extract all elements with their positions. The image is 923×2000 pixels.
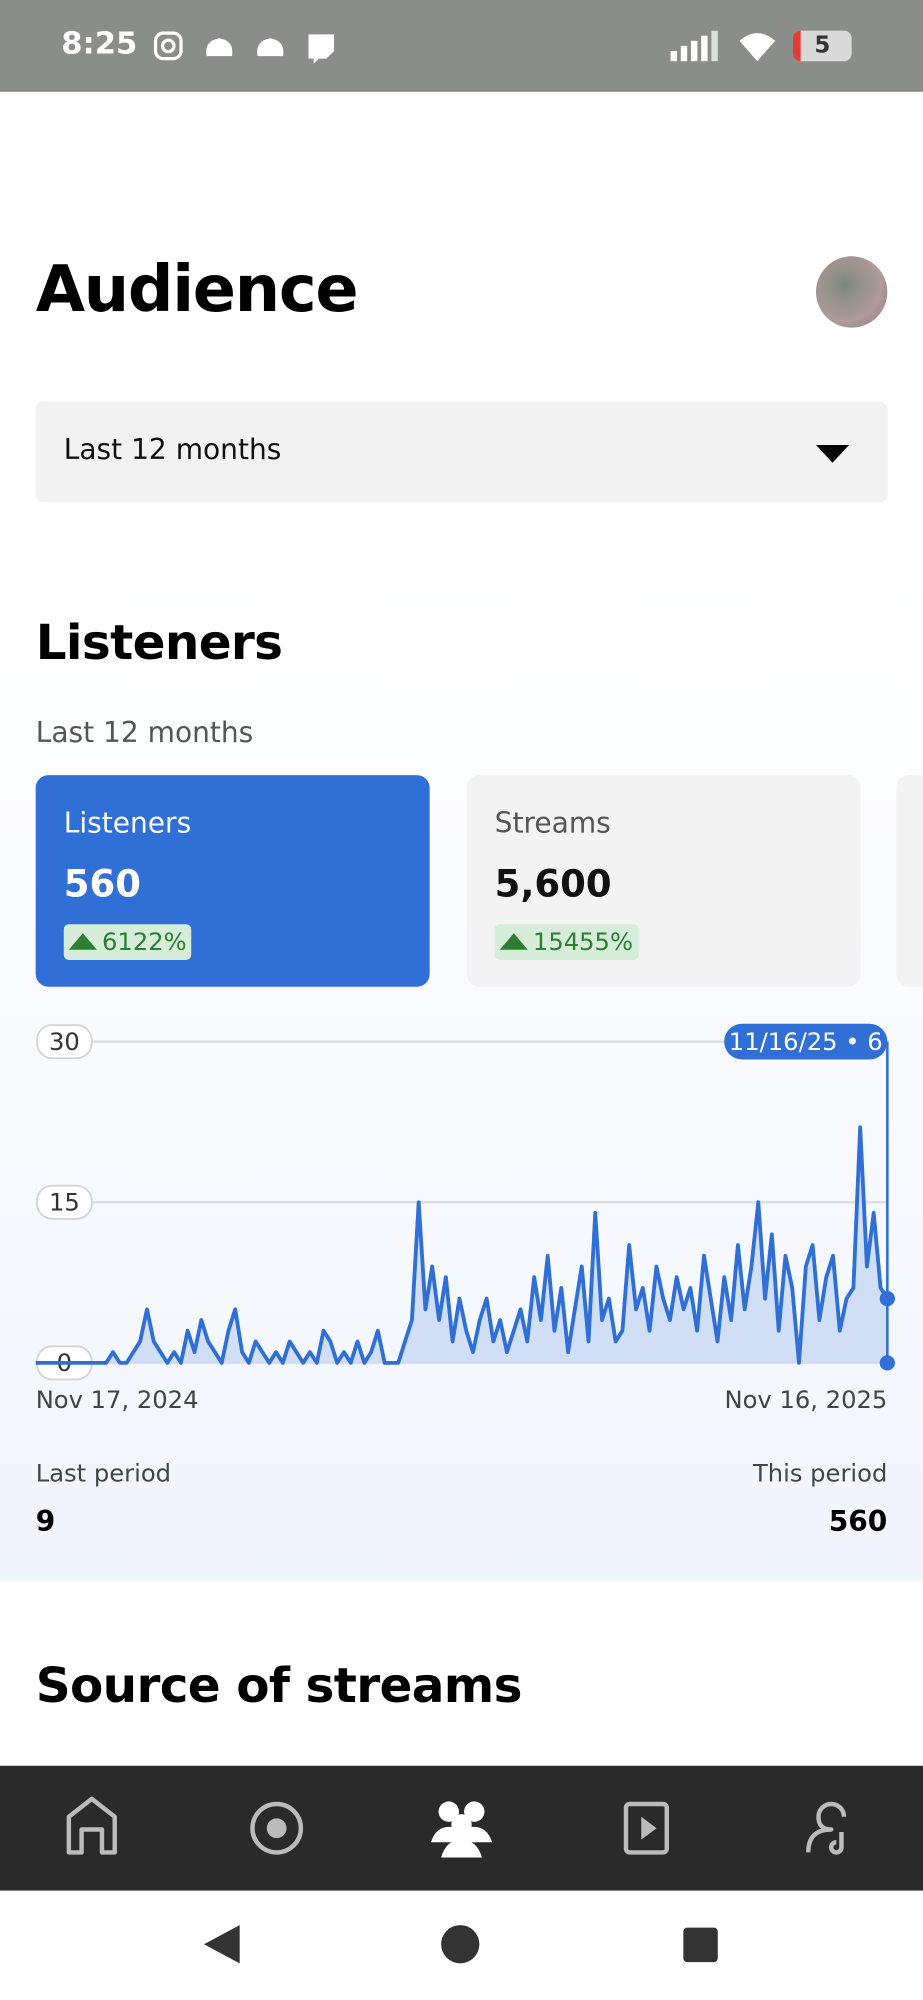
nav-icons	[66, 1796, 847, 1858]
artist-icon[interactable]	[806, 1801, 847, 1855]
page-title: Audience	[35, 252, 359, 327]
area-fill	[79, 1127, 888, 1363]
period-dropdown[interactable]: Last 12 months	[35, 401, 888, 503]
music-icon[interactable]	[250, 1801, 304, 1855]
tooltip-bg	[724, 1023, 888, 1060]
x-start-label: Nov 17, 2024	[36, 1386, 199, 1414]
status-bar: 8:25 5	[0, 0, 923, 92]
y-tick-label: 15	[49, 1189, 80, 1217]
y-tick-pill	[36, 1184, 93, 1220]
streams-card[interactable]: Streams 5,600 15455%	[466, 775, 861, 987]
change-badge: 6122%	[63, 924, 192, 960]
back-button[interactable]	[203, 1925, 240, 1964]
line	[79, 1125, 889, 1365]
bottom-nav	[0, 1765, 923, 1891]
battery: 5	[792, 30, 852, 62]
last-period-label: Last period	[35, 1459, 172, 1488]
card-value: 560	[63, 861, 141, 906]
clock: 8:25	[61, 25, 138, 62]
status-icons	[153, 31, 335, 64]
section-subtitle: Last 12 months	[35, 717, 254, 750]
this-period-label: This period	[752, 1459, 888, 1488]
cursor-dot	[879, 1355, 895, 1371]
avatar[interactable]	[815, 256, 888, 328]
x-end-label: Nov 16, 2025	[725, 1386, 888, 1414]
tooltip-text: 11/16/25 • 6	[729, 1028, 883, 1056]
home-button[interactable]	[441, 1925, 480, 1964]
section-title: Listeners	[35, 614, 283, 671]
recent-button[interactable]	[683, 1927, 718, 1963]
last-period-value: 9	[35, 1506, 56, 1539]
listeners-section	[0, 560, 923, 1581]
dropdown-arrow	[815, 444, 850, 463]
next-card[interactable]	[896, 775, 923, 987]
signal-wifi	[670, 30, 776, 62]
this-period-value: 560	[828, 1506, 888, 1539]
y-tick-pill	[36, 1024, 93, 1060]
section-title: Source of streams	[35, 1657, 523, 1714]
system-buttons	[203, 1925, 718, 1964]
listeners-card[interactable]: Listeners 560 6122%	[35, 775, 430, 987]
card-label: Streams	[494, 808, 611, 841]
tooltip: 11/16/25 • 6	[724, 1023, 888, 1060]
change-badge: 15455%	[494, 924, 639, 960]
audience-icon[interactable]	[430, 1801, 493, 1858]
home-icon[interactable]	[66, 1796, 117, 1855]
highlight-point	[879, 1290, 895, 1307]
dropdown-label: Last 12 months	[63, 434, 282, 467]
video-icon[interactable]	[623, 1801, 670, 1855]
card-value: 5,600	[494, 861, 612, 906]
y-tick-label: 30	[49, 1028, 80, 1056]
card-label: Listeners	[63, 808, 192, 841]
system-nav	[0, 1890, 923, 2000]
